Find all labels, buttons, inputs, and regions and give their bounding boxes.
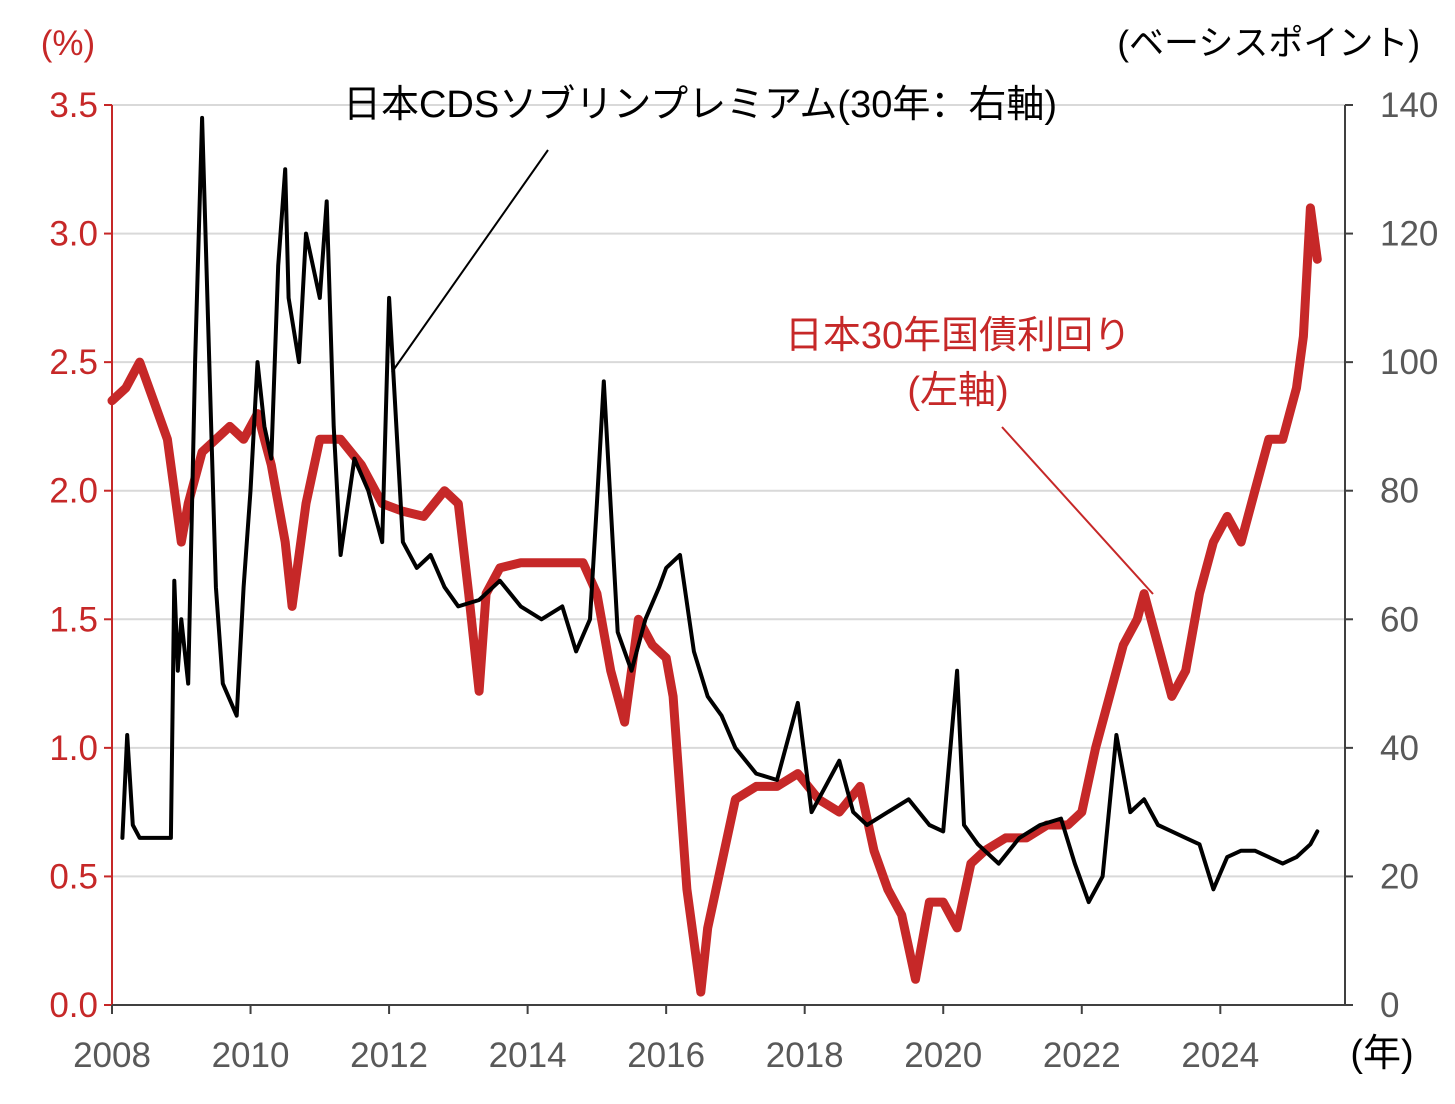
left-tick-label: 1.0	[49, 729, 98, 768]
right-tick-label: 60	[1380, 600, 1419, 639]
tick-labels: 0.0 0.5 1.0 1.5 2.0 2.5 3.0 3.5 0 20 40 60 80 100 120 1…	[49, 86, 1438, 1075]
axes	[111, 105, 1346, 1006]
gridlines	[112, 104, 1345, 878]
left-axis-unit-label: (%)	[41, 24, 95, 63]
yield-series-annotation-line1: 日本30年国債利回り	[785, 315, 1131, 357]
left-tick-label: 2.5	[49, 343, 98, 382]
left-tick-label: 3.5	[49, 86, 98, 125]
right-tick-label: 80	[1380, 472, 1419, 511]
x-tick-label: 2014	[489, 1036, 567, 1075]
x-axis-unit-label: (年)	[1350, 1033, 1413, 1075]
right-tick-label: 20	[1380, 857, 1419, 896]
left-tick-label: 3.0	[49, 215, 98, 254]
left-tick-label: 1.5	[49, 600, 98, 639]
right-axis-unit-label: (ベーシスポイント)	[1117, 24, 1420, 63]
cds-series-annotation: 日本CDSソブリンプレミアム(30年：右軸)	[343, 84, 1057, 126]
x-tick-label: 2018	[766, 1036, 844, 1075]
right-tick-label: 120	[1380, 215, 1438, 254]
x-tick-label: 2020	[904, 1036, 982, 1075]
right-tick-label: 140	[1380, 86, 1438, 125]
right-tick-label: 100	[1380, 343, 1438, 382]
cds-annotation-leader-line	[391, 149, 549, 373]
x-tick-label: 2016	[627, 1036, 705, 1075]
x-tick-label: 2012	[350, 1036, 428, 1075]
jgb-30y-yield-line	[107, 203, 1322, 997]
right-tick-label: 40	[1380, 729, 1419, 768]
x-tick-label: 2024	[1181, 1036, 1259, 1075]
left-tick-label: 2.0	[49, 472, 98, 511]
cds-sovereign-premium-line	[120, 115, 1320, 905]
x-tick-label: 2008	[73, 1036, 151, 1075]
x-tick-label: 2022	[1043, 1036, 1121, 1075]
series-lines	[107, 115, 1322, 997]
left-tick-label: 0.0	[49, 986, 98, 1025]
x-tick-label: 2010	[212, 1036, 290, 1075]
yield-series-annotation-line2: (左軸)	[907, 370, 1008, 412]
annotations: 日本CDSソブリンプレミアム(30年：右軸) 日本30年国債利回り (左軸)	[343, 84, 1154, 595]
yield-annotation-leader-line	[1001, 426, 1154, 595]
left-tick-label: 0.5	[49, 857, 98, 896]
right-tick-label: 0	[1380, 986, 1399, 1025]
